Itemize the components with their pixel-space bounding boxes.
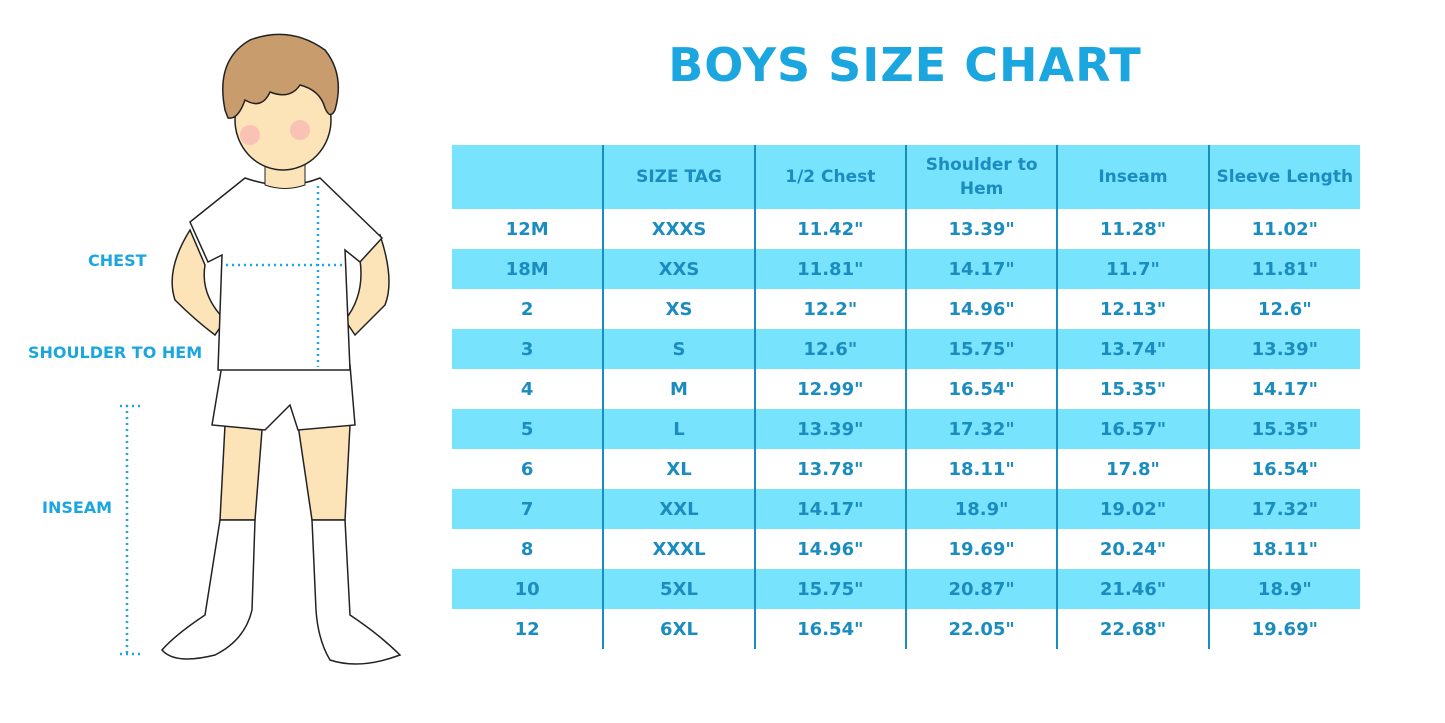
table-row: 18M XXS 11.81" 14.17" 11.7" 11.81" <box>452 249 1360 289</box>
table-cell: 14.17" <box>753 489 906 529</box>
table-cell: 12.13" <box>1056 289 1209 329</box>
table-cell: XXXS <box>602 209 755 249</box>
inseam-label: INSEAM <box>42 498 113 517</box>
table-cell: 13.39" <box>1207 329 1360 369</box>
table-cell: 20.87" <box>904 569 1058 609</box>
table-cell: 12.99" <box>753 369 906 409</box>
table-row: 12M XXXS 11.42" 13.39" 11.28" 11.02" <box>452 209 1360 249</box>
table-cell: 11.28" <box>1056 209 1209 249</box>
shoulder-to-hem-label: SHOULDER TO HEM <box>28 343 203 362</box>
table-cell: 16.54" <box>753 609 906 649</box>
column-header: Sleeve Length <box>1207 145 1360 209</box>
table-row: 12 6XL 16.54" 22.05" 22.68" 19.69" <box>452 609 1360 649</box>
table-cell: XXS <box>602 249 755 289</box>
table-cell: 12 <box>514 618 540 640</box>
page-title: BOYS SIZE CHART <box>668 38 1142 92</box>
table-cell: 20.24" <box>1056 529 1209 569</box>
table-cell: 14.96" <box>904 289 1058 329</box>
table-cell: 15.35" <box>1207 409 1360 449</box>
table-cell: 6XL <box>602 609 755 649</box>
table-cell: 15.75" <box>753 569 906 609</box>
column-header: 1/2 Chest <box>753 145 906 209</box>
table-header-row: SIZE TAG 1/2 Chest Shoulder to Hem Inseam Sl… <box>452 145 1360 209</box>
table-cell: S <box>602 329 755 369</box>
table-cell: L <box>602 409 755 449</box>
column-header: SIZE TAG <box>602 145 755 209</box>
table-cell: 11.81" <box>753 249 906 289</box>
table-row: 2 XS 12.2" 14.96" 12.13" 12.6" <box>452 289 1360 329</box>
table-cell: 12M <box>505 218 549 240</box>
table-cell: 16.57" <box>1056 409 1209 449</box>
table-cell: M <box>602 369 755 409</box>
table-cell: 11.7" <box>1056 249 1209 289</box>
table-row: 4 M 12.99" 16.54" 15.35" 14.17" <box>452 369 1360 409</box>
table-cell: 11.81" <box>1207 249 1360 289</box>
table-cell: 15.75" <box>904 329 1058 369</box>
table-cell: 11.42" <box>753 209 906 249</box>
table-cell: 19.69" <box>904 529 1058 569</box>
table-cell: 4 <box>520 378 534 400</box>
table-cell: XL <box>602 449 755 489</box>
table-cell: 6 <box>520 458 534 480</box>
boy-illustration <box>120 33 402 665</box>
table-row: 10 5XL 15.75" 20.87" 21.46" 18.9" <box>452 569 1360 609</box>
table-cell: 11.02" <box>1207 209 1360 249</box>
table-cell: 10 <box>452 569 604 609</box>
table-cell: 14.17" <box>904 249 1058 289</box>
table-cell: XS <box>602 289 755 329</box>
table-cell: 7 <box>452 489 604 529</box>
table-cell: 12.2" <box>753 289 906 329</box>
table-cell: 17.8" <box>1056 449 1209 489</box>
table-cell: 16.54" <box>904 369 1058 409</box>
table-cell: 12.6" <box>1207 289 1360 329</box>
table-cell: 13.74" <box>1056 329 1209 369</box>
size-chart-table: SIZE TAG 1/2 Chest Shoulder to Hem Inseam Sl… <box>452 145 1360 649</box>
table-cell: 5 <box>452 409 604 449</box>
table-row: 6 XL 13.78" 18.11" 17.8" 16.54" <box>452 449 1360 489</box>
table-cell: 13.39" <box>753 409 906 449</box>
table-row: 7 XXL 14.17" 18.9" 19.02" 17.32" <box>452 489 1360 529</box>
table-row: 5 L 13.39" 17.32" 16.57" 15.35" <box>452 409 1360 449</box>
column-header <box>452 145 604 209</box>
table-cell: 22.05" <box>904 609 1058 649</box>
table-cell: 13.78" <box>753 449 906 489</box>
table-cell: 5XL <box>602 569 755 609</box>
table-cell: 3 <box>452 329 604 369</box>
table-cell: 16.54" <box>1207 449 1360 489</box>
table-cell: 2 <box>520 298 534 320</box>
table-cell: XXXL <box>602 529 755 569</box>
table-cell: 14.17" <box>1207 369 1360 409</box>
table-row: 8 XXXL 14.96" 19.69" 20.24" 18.11" <box>452 529 1360 569</box>
table-cell: 17.32" <box>904 409 1058 449</box>
table-cell: 13.39" <box>904 209 1058 249</box>
table-cell: 17.32" <box>1207 489 1360 529</box>
table-cell: 22.68" <box>1056 609 1209 649</box>
table-cell: 21.46" <box>1056 569 1209 609</box>
table-cell: XXL <box>602 489 755 529</box>
table-cell: 12.6" <box>753 329 906 369</box>
table-cell: 19.02" <box>1056 489 1209 529</box>
chest-label: CHEST <box>88 251 147 270</box>
table-cell: 14.96" <box>753 529 906 569</box>
table-cell: 18.9" <box>904 489 1058 529</box>
table-cell: 18M <box>452 249 604 289</box>
column-header: Inseam <box>1056 145 1209 209</box>
table-cell: 15.35" <box>1056 369 1209 409</box>
table-cell: 19.69" <box>1207 609 1360 649</box>
table-cell: 18.11" <box>1207 529 1360 569</box>
table-cell: 18.11" <box>904 449 1058 489</box>
table-cell: 8 <box>520 538 534 560</box>
table-cell: 18.9" <box>1207 569 1360 609</box>
table-row: 3 S 12.6" 15.75" 13.74" 13.39" <box>452 329 1360 369</box>
column-header: Shoulder to Hem <box>904 145 1058 209</box>
